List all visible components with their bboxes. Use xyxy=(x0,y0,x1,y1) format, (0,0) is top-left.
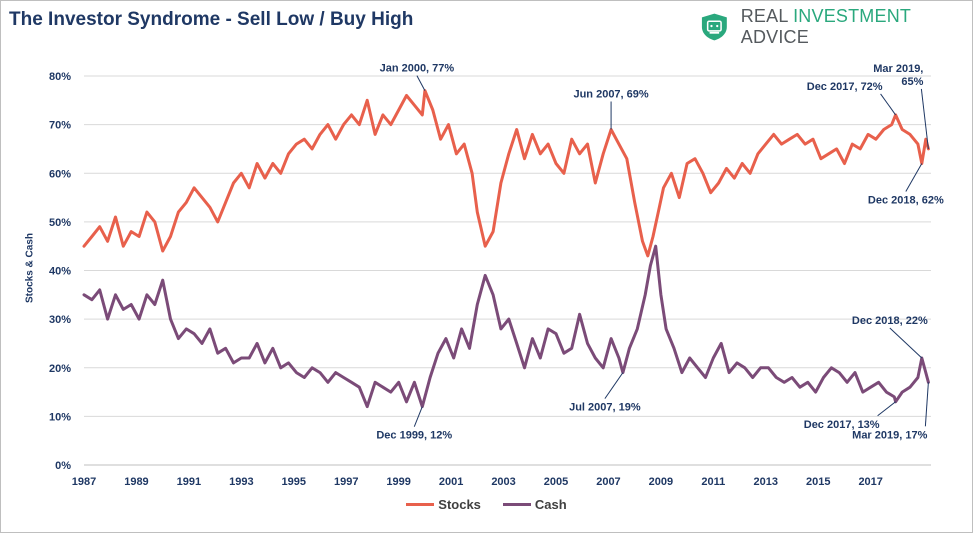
annotation-leader xyxy=(413,406,423,427)
brand-name-part3: ADVICE xyxy=(740,27,809,47)
y-tick-label: 60% xyxy=(49,168,71,180)
legend-label-cash: Cash xyxy=(534,497,567,512)
y-tick-label: 30% xyxy=(49,314,71,326)
y-tick-label: 0% xyxy=(55,460,71,472)
annotation-label-line: Dec 2017, 13% xyxy=(804,419,880,431)
annotation-label: Dec 2017, 13% xyxy=(804,419,880,431)
annotation-leader xyxy=(604,372,624,399)
x-tick-label: 2001 xyxy=(439,476,463,488)
y-tick-label: 40% xyxy=(49,266,71,278)
x-tick-label: 1997 xyxy=(334,476,358,488)
annotation-label: Mar 2019, 65% xyxy=(873,63,923,88)
brand-name: REAL INVESTMENT ADVICE xyxy=(741,6,973,48)
annotation-leader xyxy=(889,327,923,359)
series-line-cash xyxy=(82,244,930,409)
annotation-label-line: Dec 2017, 72% xyxy=(807,81,883,93)
x-tick-label: 2009 xyxy=(649,476,673,488)
y-axis-label: Stocks & Cash xyxy=(24,232,36,304)
brand-name-part2: INVESTMENT xyxy=(793,6,911,26)
legend-swatch-stocks xyxy=(406,503,435,506)
annotation-leader xyxy=(920,88,929,149)
legend-swatch-cash xyxy=(502,503,531,506)
annotation-label: Dec 2017, 72% xyxy=(807,81,883,93)
annotation-label-line: Dec 2018, 62% xyxy=(868,195,944,207)
annotation-label-line: Dec 1999, 12% xyxy=(376,430,452,442)
chart-title: The Investor Syndrome - Sell Low / Buy H… xyxy=(9,9,414,30)
annotation-label-line: Jan 2000, 77% xyxy=(380,63,455,75)
annotation-leader xyxy=(416,75,426,91)
series-line-stocks xyxy=(82,89,930,258)
annotation-label: Jan 2000, 77% xyxy=(380,63,455,75)
legend-item-stocks: Stocks xyxy=(406,497,481,512)
y-tick-label: 20% xyxy=(49,363,71,375)
x-tick-label: 2015 xyxy=(806,476,830,488)
x-tick-label: 1989 xyxy=(124,476,148,488)
annotation-label: Dec 2018, 22% xyxy=(852,315,928,327)
annotation-leader xyxy=(905,163,923,192)
annotation-label-line: Mar 2019, xyxy=(873,63,923,75)
x-tick-label: 2017 xyxy=(858,476,882,488)
x-tick-label: 2013 xyxy=(754,476,778,488)
brand-name-part1: REAL xyxy=(740,6,794,26)
legend-item-cash: Cash xyxy=(502,497,567,512)
annotation-label: Mar 2019, 17% xyxy=(852,429,927,441)
x-tick-label: 2003 xyxy=(491,476,515,488)
x-tick-label: 1999 xyxy=(386,476,410,488)
annotation-label: Dec 1999, 12% xyxy=(376,430,452,442)
annotation-label: Jun 2007, 69% xyxy=(573,88,648,100)
x-tick-label: 1987 xyxy=(72,476,96,488)
annotation-label-line: Jul 2007, 19% xyxy=(569,402,641,414)
annotation-label-line: Jun 2007, 69% xyxy=(573,88,648,100)
annotation-label: Dec 2018, 62% xyxy=(868,195,944,207)
x-tick-label: 1993 xyxy=(229,476,253,488)
y-tick-label: 80% xyxy=(49,71,71,83)
x-tick-label: 1991 xyxy=(177,476,201,488)
annotation-leader xyxy=(877,401,896,417)
chart-legend: Stocks Cash xyxy=(0,497,973,512)
x-tick-label: 2005 xyxy=(544,476,568,488)
brand-logo: REAL INVESTMENT ADVICE xyxy=(700,6,973,47)
annotation-label-line: Dec 2018, 22% xyxy=(852,315,928,327)
y-tick-label: 70% xyxy=(49,120,71,132)
x-tick-label: 1995 xyxy=(282,476,306,488)
annotation-label: Jul 2007, 19% xyxy=(569,402,641,414)
legend-label-stocks: Stocks xyxy=(438,497,481,512)
y-tick-label: 50% xyxy=(49,217,71,229)
brand-shield-icon xyxy=(701,13,727,41)
x-tick-label: 2007 xyxy=(596,476,620,488)
annotation-label-line: 65% xyxy=(901,76,923,88)
annotation-label-line: Mar 2019, 17% xyxy=(852,429,927,441)
annotation-leader xyxy=(880,93,897,116)
x-tick-label: 2011 xyxy=(701,476,725,488)
annotation-leader xyxy=(924,382,929,427)
y-tick-label: 10% xyxy=(49,411,71,423)
